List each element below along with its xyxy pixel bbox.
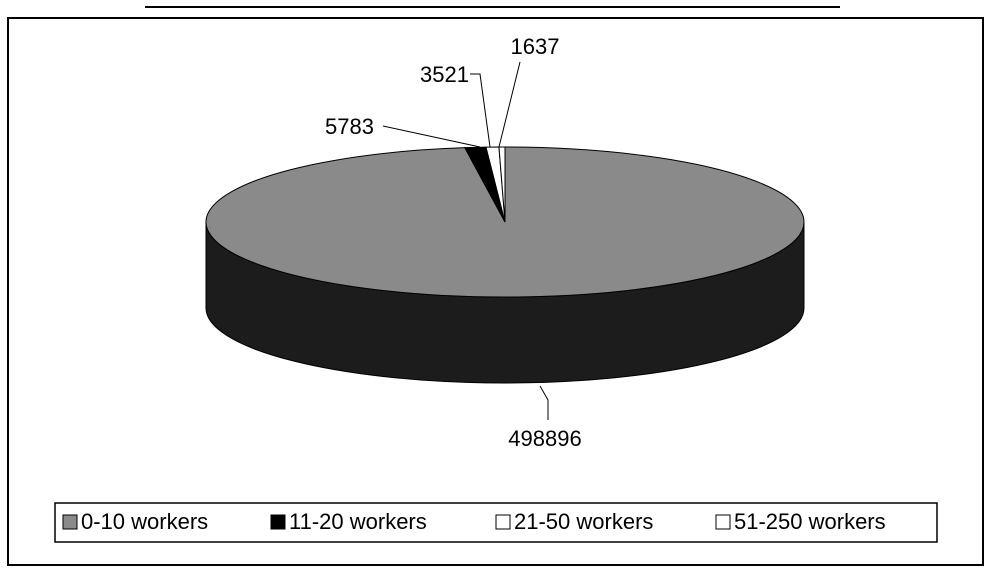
leader-line xyxy=(498,61,521,148)
data-label: 1637 xyxy=(511,34,560,59)
legend-swatch xyxy=(270,514,286,530)
pie-slice xyxy=(498,146,506,223)
legend-box xyxy=(54,502,938,543)
legend-label: 51-250 workers xyxy=(734,509,886,534)
legend-swatch xyxy=(495,514,511,530)
pie: 498896 5783 3521 1637 xyxy=(205,34,805,451)
data-label: 3521 xyxy=(420,62,469,87)
leader-line xyxy=(470,73,491,148)
legend-swatch xyxy=(715,514,731,530)
data-label: 498896 xyxy=(508,426,581,451)
legend-label: 0-10 workers xyxy=(81,509,208,534)
legend: 0-10 workers 11-20 workers 21-50 workers 51… xyxy=(62,509,886,534)
leader-line xyxy=(539,385,549,420)
data-label: 5783 xyxy=(325,114,374,139)
legend-swatch xyxy=(62,514,78,530)
leader-line xyxy=(382,125,481,148)
legend-label: 21-50 workers xyxy=(514,509,653,534)
legend-label: 11-20 workers xyxy=(289,509,427,534)
